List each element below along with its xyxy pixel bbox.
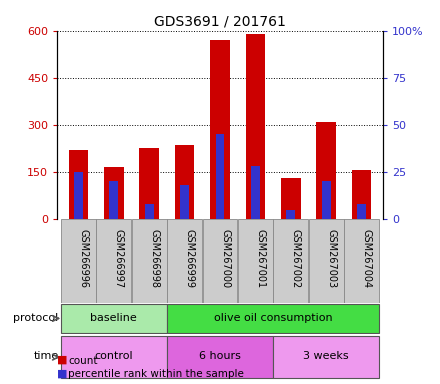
- Bar: [322, 181, 330, 219]
- Text: 3 weeks: 3 weeks: [303, 351, 349, 361]
- Text: count: count: [68, 356, 98, 366]
- FancyBboxPatch shape: [96, 219, 131, 303]
- Text: control: control: [95, 351, 133, 361]
- Text: GSM267003: GSM267003: [326, 229, 336, 288]
- Title: GDS3691 / 201761: GDS3691 / 201761: [154, 14, 286, 28]
- Bar: [210, 40, 230, 219]
- Bar: [216, 134, 224, 219]
- Text: GSM266998: GSM266998: [149, 229, 159, 288]
- Text: protocol: protocol: [13, 313, 59, 323]
- Text: GSM267002: GSM267002: [291, 229, 301, 288]
- Bar: [281, 178, 301, 219]
- Bar: [180, 185, 189, 219]
- FancyBboxPatch shape: [167, 219, 202, 303]
- FancyBboxPatch shape: [167, 336, 273, 378]
- Text: time: time: [33, 351, 59, 361]
- FancyBboxPatch shape: [273, 336, 379, 378]
- Bar: [110, 181, 118, 219]
- Text: GSM267000: GSM267000: [220, 229, 230, 288]
- Bar: [104, 167, 124, 219]
- Text: ■: ■: [57, 355, 68, 365]
- Bar: [251, 166, 260, 219]
- Text: 6 hours: 6 hours: [199, 351, 241, 361]
- Bar: [316, 122, 336, 219]
- FancyBboxPatch shape: [273, 219, 308, 303]
- Bar: [286, 210, 295, 219]
- Text: GSM266997: GSM266997: [114, 229, 124, 288]
- Text: GSM267001: GSM267001: [255, 229, 265, 288]
- FancyBboxPatch shape: [238, 219, 273, 303]
- Bar: [357, 204, 366, 219]
- Bar: [139, 149, 159, 219]
- FancyBboxPatch shape: [61, 336, 167, 378]
- Text: ■: ■: [57, 368, 68, 378]
- Bar: [246, 34, 265, 219]
- Text: olive oil consumption: olive oil consumption: [214, 313, 332, 323]
- Bar: [145, 204, 154, 219]
- FancyBboxPatch shape: [167, 304, 379, 333]
- FancyBboxPatch shape: [132, 219, 167, 303]
- Bar: [352, 170, 371, 219]
- Bar: [74, 172, 83, 219]
- FancyBboxPatch shape: [309, 219, 344, 303]
- FancyBboxPatch shape: [203, 219, 237, 303]
- Bar: [175, 145, 194, 219]
- Text: baseline: baseline: [91, 313, 137, 323]
- Text: GSM266999: GSM266999: [185, 229, 194, 288]
- FancyBboxPatch shape: [61, 219, 96, 303]
- Text: GSM267004: GSM267004: [362, 229, 371, 288]
- FancyBboxPatch shape: [344, 219, 379, 303]
- Bar: [69, 150, 88, 219]
- FancyBboxPatch shape: [61, 304, 167, 333]
- Text: GSM266996: GSM266996: [78, 229, 88, 288]
- Text: percentile rank within the sample: percentile rank within the sample: [68, 369, 244, 379]
